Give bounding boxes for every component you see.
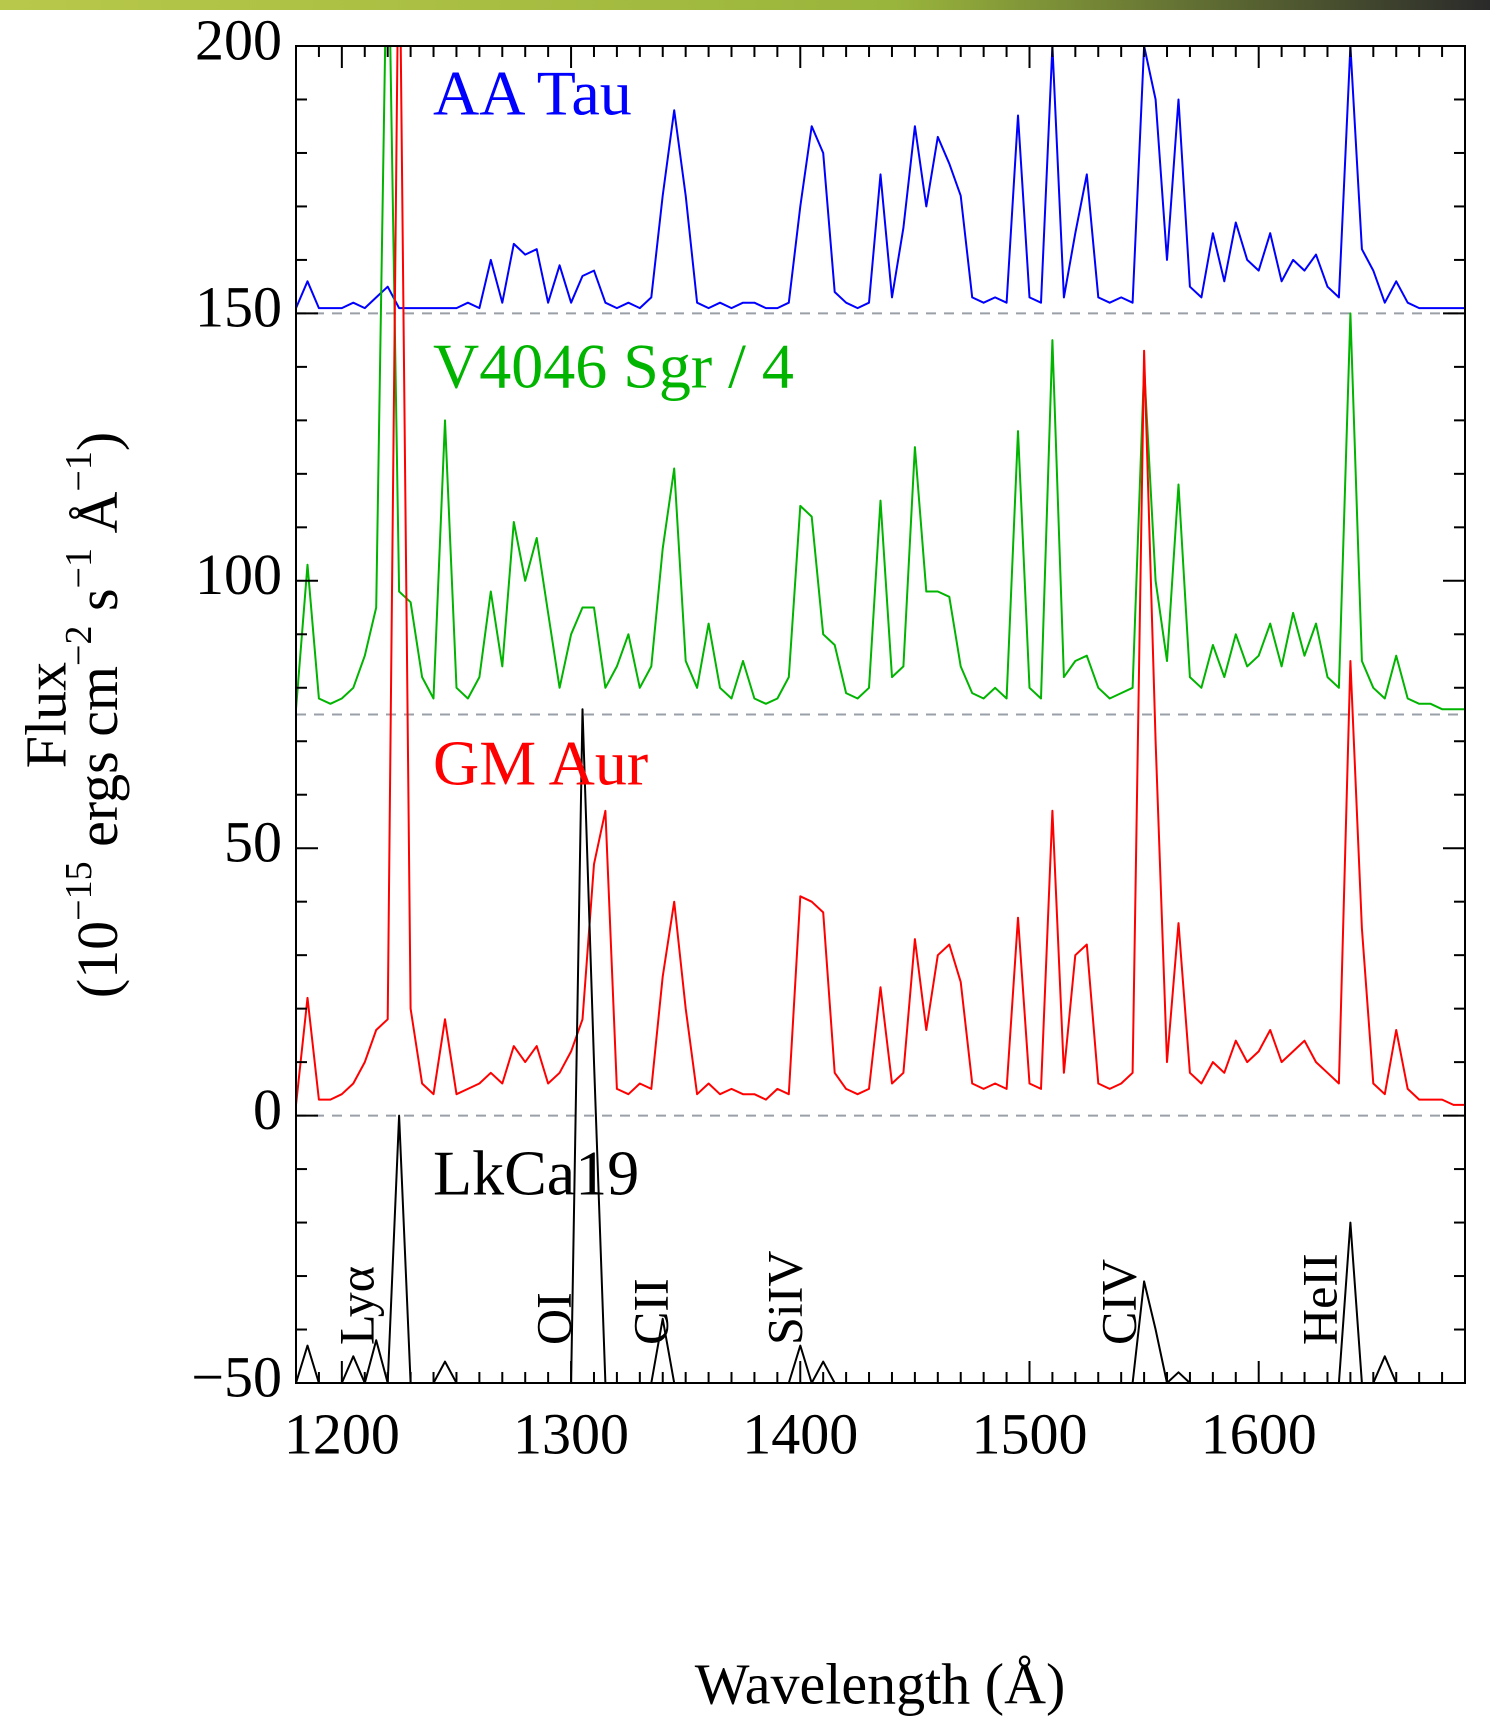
y-tick-label: 50 bbox=[224, 810, 282, 875]
x-tick-label: 1600 bbox=[1201, 1401, 1317, 1466]
plot-area bbox=[296, 46, 1465, 1383]
series-label: V4046 Sgr / 4 bbox=[433, 331, 794, 402]
y-axis-label-part: s bbox=[65, 588, 130, 625]
y-axis-label-part: −1 bbox=[58, 451, 100, 491]
line-annotation: Lyα bbox=[328, 1266, 384, 1345]
y-axis-label-part: (10 bbox=[65, 921, 130, 998]
y-tick-label: 100 bbox=[195, 542, 282, 607]
spectrum-line bbox=[296, 46, 1465, 310]
spectrum-line bbox=[296, 708, 1465, 1383]
y-tick-label: 0 bbox=[253, 1077, 282, 1142]
x-axis-label: Wavelength (Å) bbox=[695, 1651, 1066, 1716]
spectrum-line bbox=[296, 46, 1465, 1106]
y-axis-label: (10−15 ergs cm−2 s−1 Å−1) bbox=[58, 432, 131, 998]
series-label: GM Aur bbox=[433, 728, 648, 799]
line-annotation: CII bbox=[622, 1278, 678, 1345]
x-tick-label: 1500 bbox=[971, 1401, 1087, 1466]
y-axis-label-part: −15 bbox=[58, 861, 100, 920]
x-tick-label: 1300 bbox=[513, 1401, 629, 1466]
line-annotation: SiIV bbox=[756, 1251, 812, 1345]
series-label: AA Tau bbox=[433, 58, 632, 129]
spectrum-line bbox=[296, 46, 1465, 711]
y-axis-label-part: ) bbox=[65, 432, 130, 451]
top-band bbox=[0, 0, 1490, 10]
y-tick-label: 150 bbox=[195, 275, 282, 340]
plot-frame bbox=[295, 45, 1466, 1384]
line-annotation: OI bbox=[525, 1292, 581, 1345]
line-annotation: CIV bbox=[1090, 1259, 1146, 1345]
y-tick-label: 200 bbox=[195, 7, 282, 72]
y-axis-label-part: ergs cm bbox=[65, 666, 130, 861]
x-tick-label: 1200 bbox=[284, 1401, 400, 1466]
series-label: LkCa19 bbox=[433, 1138, 639, 1209]
y-axis-label-part: Å bbox=[65, 491, 130, 548]
x-tick-label: 1400 bbox=[742, 1401, 858, 1466]
y-axis-label: Flux bbox=[13, 662, 78, 768]
y-tick-label: −50 bbox=[191, 1344, 282, 1409]
line-annotation: HeII bbox=[1291, 1253, 1347, 1345]
y-axis-label-part: −2 bbox=[58, 626, 100, 666]
y-axis-label-part: −1 bbox=[58, 548, 100, 588]
